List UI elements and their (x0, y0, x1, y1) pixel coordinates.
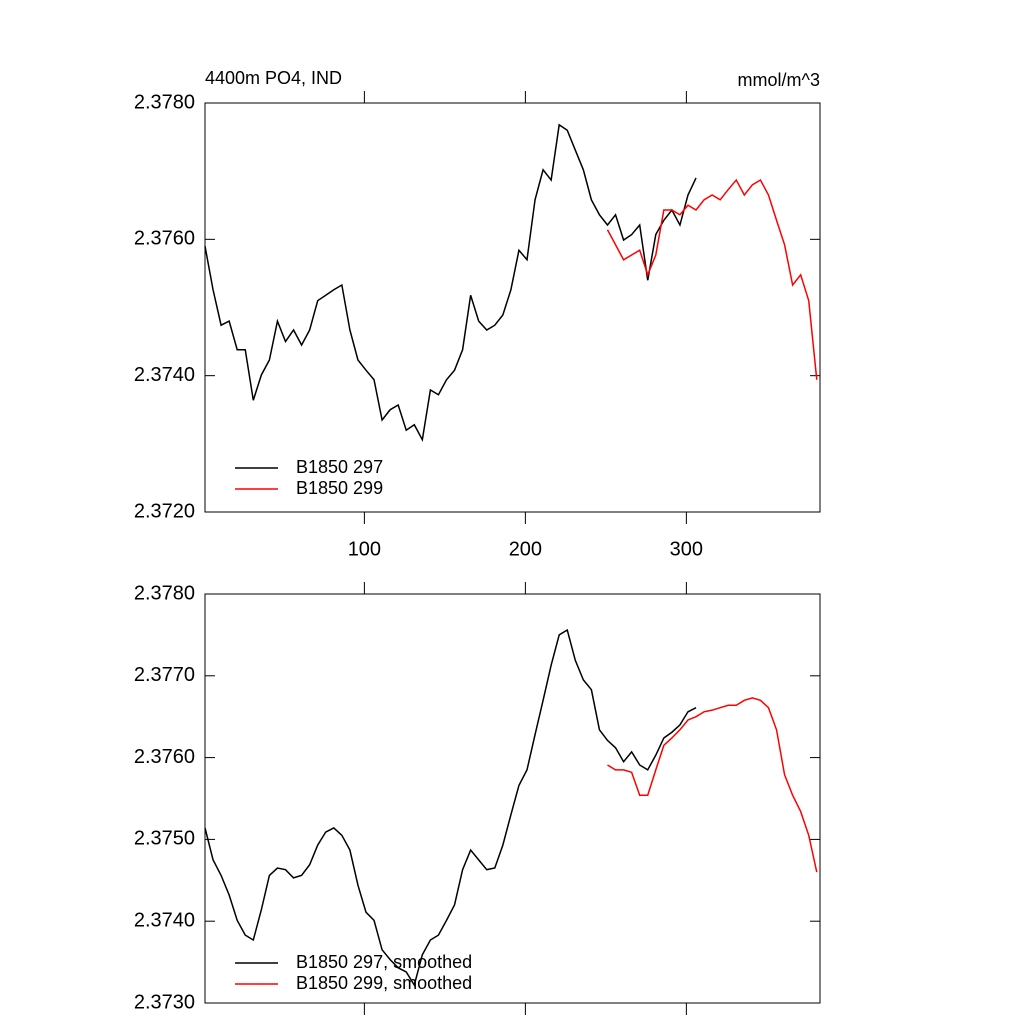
units-label: mmol/m^3 (738, 70, 820, 90)
legend-label: B1850 299, smoothed (296, 973, 472, 993)
y-tick-label: 2.3730 (134, 991, 195, 1013)
y-tick-label: 2.3740 (134, 909, 195, 931)
plot-frame (204, 102, 821, 513)
plot-frame (204, 593, 821, 1004)
data-line (606, 178, 818, 380)
y-tick-label: 2.3740 (134, 364, 195, 386)
legend-label: B1850 297 (296, 457, 383, 477)
legend-label: B1850 299 (296, 478, 383, 498)
legend-label: B1850 297, smoothed (296, 952, 472, 972)
x-tick-label: 200 (509, 538, 542, 560)
x-tick-label: 100 (348, 538, 381, 560)
y-tick-label: 2.3750 (134, 828, 195, 850)
y-tick-label: 2.3720 (134, 500, 195, 522)
data-line (607, 697, 818, 873)
y-tick-label: 2.3780 (134, 91, 195, 113)
x-tick-label: 300 (670, 538, 703, 560)
y-tick-label: 2.3770 (134, 664, 195, 686)
chart-title: 4400m PO4, IND (205, 68, 342, 88)
y-tick-label: 2.3760 (134, 228, 195, 250)
y-tick-label: 2.3760 (134, 746, 195, 768)
y-tick-label: 2.3780 (134, 582, 195, 604)
data-line (204, 628, 697, 987)
data-line (204, 123, 697, 443)
